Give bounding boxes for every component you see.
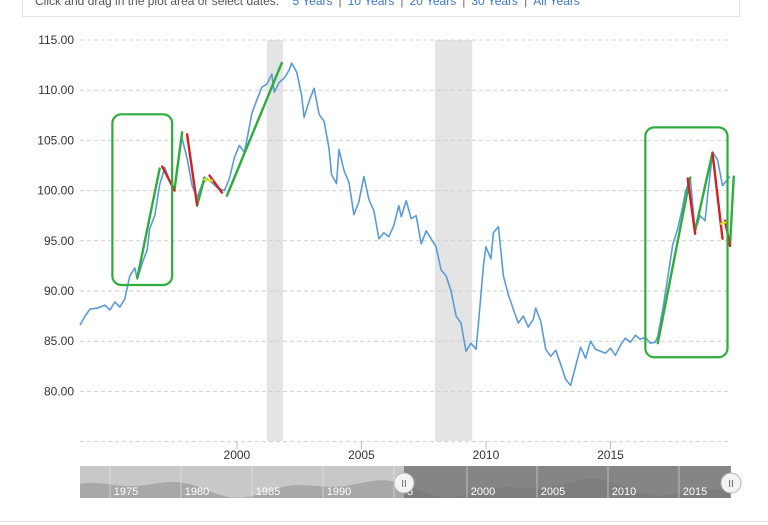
trend-up-line xyxy=(173,131,184,190)
range-all-years[interactable]: All Years xyxy=(533,0,580,8)
navigator-label: 2005 xyxy=(541,486,565,498)
x-axis: 2000 2005 2010 2015 xyxy=(224,441,624,462)
trend-up-line xyxy=(693,151,714,232)
range-5-years[interactable]: 5 Years xyxy=(292,0,333,8)
x-tick-label: 2015 xyxy=(597,448,624,462)
navigator-label: 1990 xyxy=(327,486,351,498)
x-tick-label: 2000 xyxy=(224,448,251,462)
range-separator: | xyxy=(338,0,342,8)
trend-up-line xyxy=(136,167,161,280)
y-tick-label: 95.00 xyxy=(44,234,74,248)
footer-divider xyxy=(0,521,768,522)
navigator-label: 1985 xyxy=(256,486,280,498)
series-line xyxy=(79,62,731,387)
y-tick-label: 90.00 xyxy=(44,284,74,298)
handle-grip-icon: II xyxy=(401,479,407,490)
range-10-years[interactable]: 10 Years xyxy=(347,0,395,8)
y-tick-label: 85.00 xyxy=(44,334,74,348)
trend-up-line xyxy=(656,176,692,345)
range-selector: Click and drag in the plot area or selec… xyxy=(35,0,580,8)
highlight-box xyxy=(111,113,174,287)
navigator-label: 1980 xyxy=(185,486,209,498)
navigator-handle-right[interactable]: II xyxy=(720,472,742,494)
handle-knob xyxy=(393,472,415,494)
y-axis-ticks: 115.00 110.00 105.00 100.00 95.00 90.00 85.00 8… xyxy=(37,33,74,398)
trend-down-line xyxy=(208,174,224,194)
trend-annotations xyxy=(111,61,735,359)
navigator-label: 2010 xyxy=(612,486,636,498)
range-hint: Click and drag in the plot area or selec… xyxy=(35,0,280,8)
x-tick-label: 2010 xyxy=(473,448,500,462)
range-separator: | xyxy=(400,0,404,8)
x-tick-label: 2005 xyxy=(348,448,375,462)
y-tick-label: 80.00 xyxy=(44,384,74,398)
navigator-selected-range xyxy=(404,466,731,498)
trend-up-line xyxy=(195,176,206,207)
trend-up-line xyxy=(225,61,283,197)
range-20-years[interactable]: 20 Years xyxy=(409,0,457,8)
range-30-years[interactable]: 30 Years xyxy=(471,0,519,8)
y-tick-label: 115.00 xyxy=(38,33,74,47)
y-tick-label: 100.00 xyxy=(37,184,74,198)
navigator-label: 1975 xyxy=(114,486,138,498)
navigator-label: 2000 xyxy=(471,486,495,498)
navigator[interactable]: 1975 1980 1985 1990 5 2000 2005 2010 2015 II II xyxy=(80,466,742,498)
handle-knob xyxy=(720,472,742,494)
range-selector-bar: Click and drag in the plot area or selec… xyxy=(22,0,740,17)
trend-down-line xyxy=(711,152,724,240)
navigator-handle-left[interactable]: II xyxy=(393,472,415,494)
trend-down-line xyxy=(185,133,199,206)
navigator-label: 5 xyxy=(407,486,413,498)
handle-grip-icon: II xyxy=(728,479,734,490)
range-separator: | xyxy=(524,0,528,8)
grid-lines xyxy=(80,39,730,443)
highlight-box xyxy=(644,126,729,359)
trend-up-line xyxy=(728,175,735,248)
navigator-label: 2015 xyxy=(683,486,707,498)
trend-down-line xyxy=(686,177,697,235)
series-layer xyxy=(79,62,731,387)
range-separator: | xyxy=(462,0,466,8)
y-tick-label: 105.00 xyxy=(37,133,74,147)
trend-flat-line xyxy=(203,178,214,182)
y-tick-label: 110.00 xyxy=(38,83,74,97)
